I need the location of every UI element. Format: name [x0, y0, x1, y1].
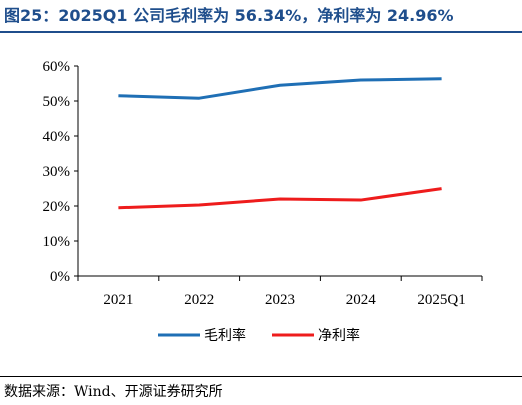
legend-label: 毛利率: [204, 327, 246, 344]
y-tick-label: 50%: [43, 94, 71, 110]
plot-area: [118, 77, 442, 210]
y-tick-label: 20%: [43, 199, 71, 215]
source-note: 数据来源：Wind、开源证券研究所: [4, 384, 223, 400]
y-tick-label: 10%: [43, 234, 71, 250]
x-tick-label: 2025Q1: [417, 292, 465, 308]
x-tick-label: 2024: [346, 292, 377, 308]
x-tick-label: 2023: [265, 292, 295, 308]
legend: 毛利率 净利率: [158, 327, 360, 344]
title-divider: [0, 31, 522, 33]
legend-label: 净利率: [318, 327, 360, 344]
series-line-net-margin: [118, 187, 442, 210]
source-divider: [0, 376, 522, 377]
line-chart: 0%10%20%30%40%50%60% 2021 2022 2023 2024 202…: [43, 59, 483, 344]
y-tick-label: 0%: [50, 269, 70, 285]
x-tick-label: 2021: [103, 292, 133, 308]
x-tick-label: 2022: [184, 292, 214, 308]
x-axis: 2021 2022 2023 2024 2025Q1: [77, 275, 483, 308]
y-tick-label: 60%: [43, 59, 71, 75]
figure-title: 图25：2025Q1 公司毛利率为 56.34%，净利率为 24.96%: [4, 6, 454, 25]
y-tick-label: 30%: [43, 164, 71, 180]
y-axis: 0% 10% 20% 30% 40% 50% 60%: [43, 59, 79, 285]
series-line-gross-margin: [118, 77, 442, 100]
y-tick-label: 40%: [43, 129, 71, 145]
